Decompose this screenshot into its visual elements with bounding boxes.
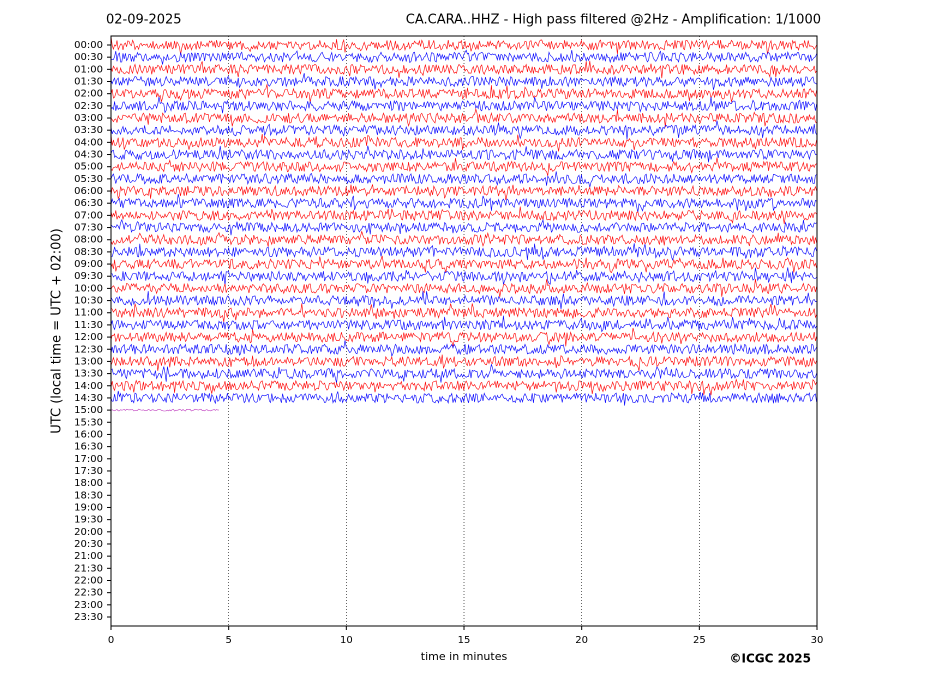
seismic-trace [110, 145, 817, 163]
y-tick-label: 14:00 [74, 381, 103, 392]
seismic-trace [110, 291, 817, 309]
y-tick-label: 17:30 [74, 466, 103, 477]
seismic-trace [110, 218, 817, 236]
y-tick-label: 02:00 [74, 89, 103, 100]
x-tick-label: 25 [693, 635, 706, 646]
seismic-trace [110, 107, 817, 128]
seismic-trace [110, 278, 817, 298]
y-tick-label: 23:00 [74, 600, 103, 611]
y-tick-label: 13:30 [74, 369, 103, 380]
y-tick-label: 06:30 [74, 198, 103, 209]
y-axis-label: UTC (local time = UTC + 02:00) [50, 228, 65, 433]
y-tick-label: 13:00 [74, 356, 103, 367]
y-tick-label: 07:30 [74, 223, 103, 234]
y-tick-label: 20:00 [74, 527, 103, 538]
seismic-trace [110, 390, 817, 406]
seismic-trace [110, 49, 817, 65]
seismic-trace [110, 60, 817, 79]
x-tick-label: 20 [575, 635, 588, 646]
y-tick-label: 03:00 [74, 113, 103, 124]
seismic-trace [110, 157, 817, 176]
y-tick-label: 09:30 [74, 271, 103, 282]
y-tick-label: 17:00 [74, 454, 103, 465]
y-tick-label: 05:00 [74, 162, 103, 173]
seismic-trace [110, 171, 817, 188]
y-tick-label: 22:30 [74, 588, 103, 599]
y-tick-label: 15:00 [74, 405, 103, 416]
seismic-trace [110, 96, 817, 114]
x-tick-label: 5 [225, 635, 231, 646]
y-tick-label: 11:00 [74, 308, 103, 319]
y-tick-label: 23:30 [74, 612, 103, 623]
x-tick-label: 0 [108, 635, 114, 646]
y-tick-label: 10:00 [74, 283, 103, 294]
x-tick-label: 15 [458, 635, 471, 646]
seismic-trace [110, 378, 817, 396]
y-tick-label: 02:30 [74, 101, 103, 112]
y-tick-label: 00:00 [74, 40, 103, 51]
seismic-trace [110, 230, 817, 247]
y-tick-label: 09:00 [74, 259, 103, 270]
y-tick-label: 04:30 [74, 150, 103, 161]
y-tick-label: 18:30 [74, 490, 103, 501]
y-tick-label: 18:00 [74, 478, 103, 489]
seismic-trace [110, 35, 817, 55]
seismic-trace [110, 243, 817, 261]
seismic-trace [110, 408, 220, 412]
y-tick-label: 00:30 [74, 52, 103, 63]
y-tick-label: 07:00 [74, 210, 103, 221]
y-tick-label: 12:00 [74, 332, 103, 343]
y-tick-label: 20:30 [74, 539, 103, 550]
y-tick-label: 22:00 [74, 575, 103, 586]
plot-area [110, 35, 818, 626]
x-axis-label: time in minutes [421, 650, 508, 663]
credit: ©ICGC 2025 [729, 652, 811, 666]
seismic-trace [110, 84, 817, 103]
seismic-trace [110, 73, 817, 90]
y-tick-label: 08:00 [74, 235, 103, 246]
y-tick-label: 19:00 [74, 502, 103, 513]
seismic-trace [110, 194, 817, 213]
y-tick-label: 19:30 [74, 515, 103, 526]
seismic-trace [110, 303, 817, 323]
y-tick-label: 01:00 [74, 64, 103, 75]
seismic-trace [110, 327, 817, 347]
y-tick-label: 08:30 [74, 247, 103, 258]
date-title: 02-09-2025 [106, 13, 182, 28]
y-tick-label: 15:30 [74, 417, 103, 428]
seismic-trace [110, 206, 817, 224]
y-tick-label: 06:00 [74, 186, 103, 197]
seismic-trace [110, 184, 817, 201]
y-tick-label: 16:00 [74, 429, 103, 440]
seismic-trace [110, 340, 817, 358]
y-tick-label: 21:30 [74, 563, 103, 574]
y-tick-label: 14:30 [74, 393, 103, 404]
y-tick-label: 12:30 [74, 344, 103, 355]
y-tick-label: 10:30 [74, 296, 103, 307]
seismic-trace [110, 255, 817, 274]
seismic-trace [110, 315, 817, 333]
x-tick-label: 30 [811, 635, 824, 646]
y-tick-label: 05:30 [74, 174, 103, 185]
y-tick-label: 16:30 [74, 442, 103, 453]
y-tick-label: 01:30 [74, 77, 103, 88]
seismic-trace [110, 354, 817, 371]
seismic-trace [110, 133, 817, 152]
y-tick-label: 11:30 [74, 320, 103, 331]
seismic-trace [110, 267, 817, 286]
seismic-trace [110, 364, 817, 384]
y-tick-label: 03:30 [74, 125, 103, 136]
seismic-trace [110, 120, 817, 140]
y-tick-label: 04:00 [74, 137, 103, 148]
chart-title: CA.CARA..HHZ - High pass filtered @2Hz -… [406, 13, 821, 28]
x-tick-label: 10 [340, 635, 353, 646]
y-tick-label: 21:00 [74, 551, 103, 562]
